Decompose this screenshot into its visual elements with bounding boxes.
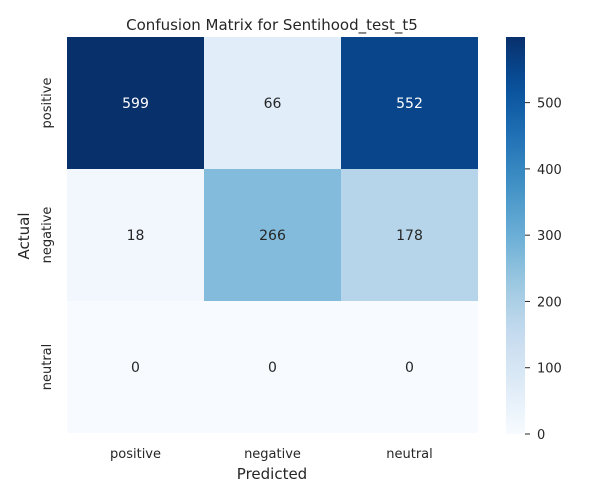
cell-value-r1-c0: 18 xyxy=(127,228,145,244)
y-tick-label-neutral: neutral xyxy=(40,344,55,391)
heatmap-cell-r1-c2 xyxy=(341,169,478,301)
cell-value-r2-c2: 0 xyxy=(405,360,414,376)
colorbar-ticks: 0 100 200 300 400 500 xyxy=(525,97,562,443)
colorbar-tick-label-0: 0 xyxy=(537,428,545,443)
x-tick-labels: positive negative neutral xyxy=(110,447,433,462)
y-tick-labels: positive negative neutral xyxy=(40,78,55,391)
cell-value-r1-c1: 266 xyxy=(259,228,286,244)
chart-title: Confusion Matrix for Sentihood_test_t5 xyxy=(126,16,418,35)
x-tick-label-neutral: neutral xyxy=(386,447,433,462)
colorbar-tick-label-500: 500 xyxy=(537,97,562,112)
colorbar-tick-label-100: 100 xyxy=(537,362,562,377)
heatmap-cell-r2-c1 xyxy=(204,301,341,433)
colorbar-tick-label-300: 300 xyxy=(537,229,562,244)
y-axis-label: Actual xyxy=(15,213,33,260)
x-axis-label: Predicted xyxy=(237,465,307,483)
cell-value-r0-c2: 552 xyxy=(396,96,423,112)
x-tick-label-positive: positive xyxy=(110,447,161,462)
heatmap-cell-r1-c1 xyxy=(204,169,341,301)
heatmap-cell-r0-c1 xyxy=(204,37,341,169)
colorbar-tick-label-400: 400 xyxy=(537,163,562,178)
cell-value-r2-c0: 0 xyxy=(131,360,140,376)
heatmap-cell-r1-c0 xyxy=(67,169,204,301)
colorbar xyxy=(506,37,525,434)
heatmap-cell-r0-c0 xyxy=(67,37,204,169)
heatmap-cell-r2-c0 xyxy=(67,301,204,433)
cell-value-r0-c1: 66 xyxy=(264,96,282,112)
colorbar-tick-label-200: 200 xyxy=(537,295,562,310)
heatmap-cell-r2-c2 xyxy=(341,301,478,433)
y-tick-label-negative: negative xyxy=(40,207,55,264)
cell-value-r0-c0: 599 xyxy=(122,96,149,112)
x-tick-label-negative: negative xyxy=(244,447,301,462)
cell-value-r2-c1: 0 xyxy=(268,360,277,376)
y-tick-label-positive: positive xyxy=(40,78,55,129)
heatmap-cells: 599 66 552 18 266 178 0 0 0 xyxy=(67,37,478,433)
cell-value-r1-c2: 178 xyxy=(396,228,423,244)
heatmap-cell-r0-c2 xyxy=(341,37,478,169)
